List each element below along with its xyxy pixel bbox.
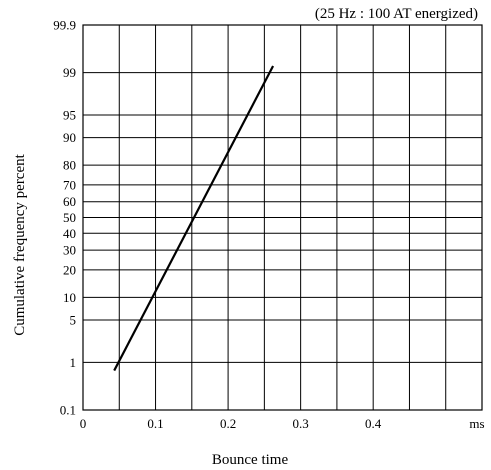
y-tick-label: 1 [70,355,77,370]
y-tick-label: 90 [63,130,76,145]
y-tick-label: 80 [63,158,76,173]
x-tick-label: 0.3 [293,416,309,431]
y-tick-label: 60 [63,194,76,209]
x-unit-label: ms [469,416,484,431]
grid [83,25,482,410]
y-tick-label: 50 [63,210,76,225]
y-tick-label: 0.1 [60,403,76,418]
series-line [113,65,275,372]
y-tick-label: 40 [63,226,76,241]
x-tick-label: 0 [80,416,87,431]
x-tick-label: 0.1 [147,416,163,431]
y-tick-label: 99.9 [53,18,76,33]
x-tick-label: 0.4 [365,416,382,431]
y-tick-label: 30 [63,243,76,258]
x-tick-label: 0.2 [220,416,236,431]
plot-frame [82,24,483,411]
y-tick-label: 95 [63,108,76,123]
x-tick-labels: 0 0.1 0.2 0.3 0.4 [80,416,382,431]
y-tick-label: 70 [63,177,76,192]
y-axis-label: Cumulative frequency percent [12,153,28,335]
x-axis-label: Bounce time [212,452,289,468]
chart-title: (25 Hz : 100 AT energized) [315,6,478,22]
y-tick-label: 5 [70,312,77,327]
y-tick-label: 99 [63,65,76,80]
y-tick-label: 20 [63,262,76,277]
y-tick-label: 10 [63,290,76,305]
series-group [113,65,275,372]
